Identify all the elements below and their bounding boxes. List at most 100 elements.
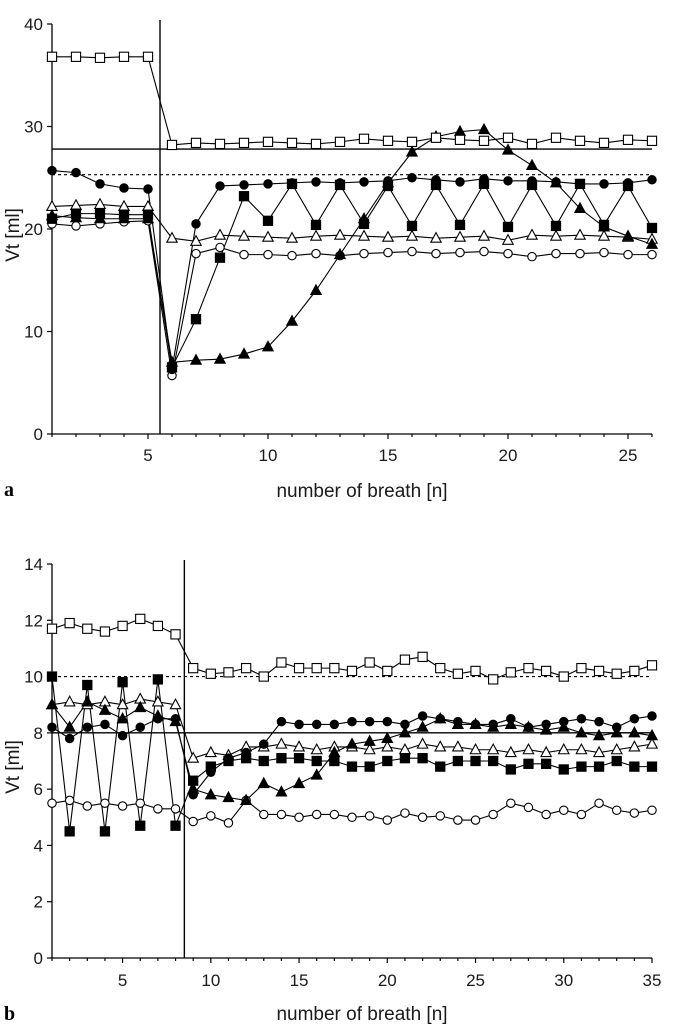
data-point-open-square — [505, 667, 516, 678]
data-point-open-square — [142, 51, 154, 62]
data-point-open-square — [205, 668, 216, 679]
data-point-open-circle — [347, 812, 357, 823]
data-point-filled-circle — [335, 178, 345, 188]
data-point-filled-square — [454, 219, 466, 231]
x-tick-label: 15 — [379, 446, 398, 465]
data-point-filled-square — [593, 761, 605, 772]
data-point-open-square — [117, 620, 128, 632]
data-point-open-square — [334, 136, 346, 148]
data-point-filled-square — [611, 755, 622, 767]
data-point-filled-triangle — [45, 697, 59, 710]
data-point-filled-square — [382, 755, 393, 767]
y-tick-label: 6 — [34, 780, 43, 799]
data-point-filled-square — [629, 761, 640, 772]
data-point-filled-circle — [383, 176, 393, 186]
x-tick-label: 10 — [201, 971, 220, 990]
data-point-filled-triangle — [610, 726, 623, 738]
data-point-filled-square — [417, 753, 428, 764]
data-point-open-square — [99, 626, 111, 637]
data-point-open-triangle — [275, 737, 288, 749]
data-point-filled-circle — [170, 714, 181, 724]
data-point-open-triangle — [477, 229, 491, 241]
data-point-open-triangle — [575, 742, 588, 755]
series-line-filled-circle — [51, 170, 653, 370]
data-point-filled-square — [310, 219, 322, 231]
data-point-filled-triangle — [381, 731, 394, 744]
data-point-filled-circle — [527, 176, 537, 186]
data-point-filled-circle — [47, 722, 57, 732]
data-point-open-square — [576, 662, 587, 674]
data-point-filled-triangle — [63, 720, 76, 732]
data-point-filled-square — [117, 677, 128, 688]
data-point-open-triangle — [429, 231, 443, 243]
data-point-open-square — [329, 662, 340, 674]
data-point-filled-circle — [188, 790, 198, 800]
data-point-open-triangle — [141, 199, 155, 211]
data-point-open-square — [526, 138, 538, 150]
data-point-filled-square — [142, 209, 154, 220]
data-point-open-square — [435, 662, 446, 674]
data-point-open-circle — [407, 246, 417, 257]
data-point-filled-triangle — [575, 726, 588, 738]
data-point-filled-triangle — [645, 237, 659, 249]
data-point-open-triangle — [363, 742, 376, 755]
data-point-open-square — [118, 51, 130, 62]
data-point-open-circle — [47, 798, 57, 808]
data-point-filled-triangle — [213, 352, 227, 364]
data-point-filled-triangle — [621, 229, 635, 241]
data-point-open-triangle — [69, 198, 83, 210]
data-point-filled-circle — [95, 179, 105, 189]
data-point-open-triangle — [187, 751, 200, 763]
data-point-open-circle — [276, 809, 287, 820]
data-point-filled-triangle — [189, 353, 203, 365]
x-axis-title: number of breath [n] — [276, 1004, 447, 1025]
data-point-open-circle — [611, 805, 622, 815]
data-point-filled-square — [118, 209, 130, 220]
data-point-open-circle — [364, 811, 375, 821]
data-point-open-circle — [329, 809, 340, 820]
data-point-open-square — [430, 132, 442, 143]
data-point-filled-circle — [611, 722, 622, 732]
data-point-open-square — [258, 671, 269, 682]
data-point-open-square — [152, 620, 164, 632]
data-point-open-circle — [100, 798, 110, 808]
data-point-filled-square — [470, 755, 481, 767]
data-point-filled-square — [188, 775, 199, 786]
data-point-filled-circle — [311, 177, 321, 187]
data-point-filled-circle — [223, 753, 234, 763]
data-point-open-circle — [647, 805, 657, 815]
data-point-filled-circle — [294, 719, 304, 730]
data-point-filled-square — [435, 761, 446, 772]
data-point-filled-circle — [47, 165, 57, 176]
data-point-open-triangle — [63, 695, 76, 707]
data-point-filled-triangle — [116, 712, 129, 724]
data-point-open-triangle — [549, 229, 563, 241]
data-point-filled-square — [358, 218, 370, 230]
data-point-open-triangle — [237, 229, 251, 241]
data-point-filled-square — [646, 222, 658, 234]
data-point-filled-circle — [506, 714, 516, 724]
data-point-open-square — [382, 665, 393, 677]
data-point-open-triangle — [592, 745, 606, 758]
data-point-open-square — [454, 134, 466, 145]
data-point-filled-square — [276, 753, 287, 764]
data-point-open-square — [310, 138, 322, 150]
data-point-open-triangle — [292, 740, 306, 752]
data-point-open-triangle — [169, 697, 182, 710]
data-point-open-square — [46, 623, 58, 634]
data-point-open-triangle — [645, 737, 659, 749]
data-point-open-square — [406, 136, 418, 148]
data-point-open-triangle — [204, 745, 217, 758]
data-point-open-circle — [479, 246, 489, 257]
data-point-open-square — [593, 665, 605, 677]
data-point-filled-triangle — [504, 717, 517, 729]
panel-label: b — [4, 1003, 15, 1025]
data-point-open-circle — [82, 801, 93, 811]
data-point-open-circle — [431, 248, 441, 259]
data-point-filled-square — [598, 219, 610, 231]
data-point-filled-triangle — [405, 145, 419, 157]
data-point-filled-circle — [647, 711, 657, 721]
data-point-open-triangle — [165, 231, 179, 243]
y-tick-label: 10 — [24, 668, 43, 687]
